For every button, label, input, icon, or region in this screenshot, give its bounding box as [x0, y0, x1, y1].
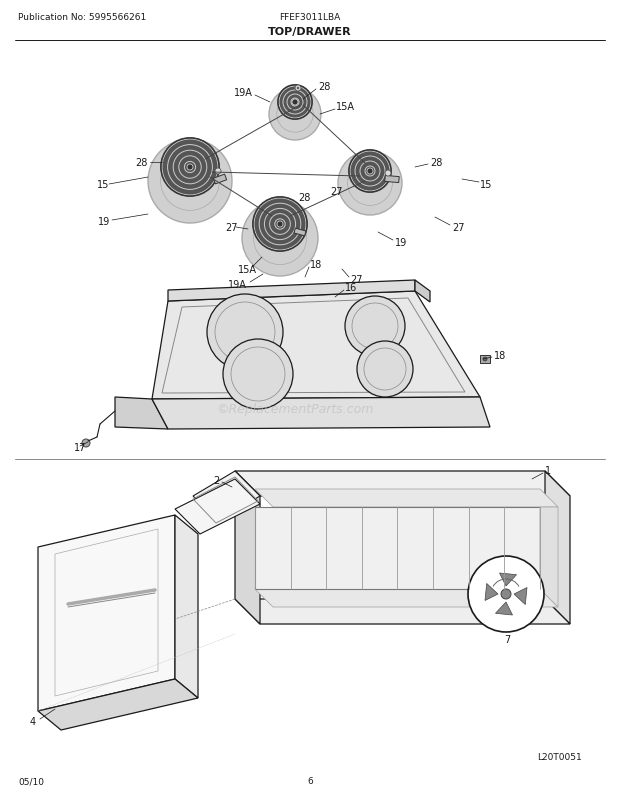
Polygon shape: [235, 472, 570, 496]
Text: 1: 1: [545, 465, 551, 476]
Polygon shape: [255, 489, 558, 508]
Text: 15: 15: [97, 180, 109, 190]
Text: Publication No: 5995566261: Publication No: 5995566261: [18, 14, 146, 22]
Circle shape: [501, 589, 511, 599]
Circle shape: [295, 86, 301, 92]
Circle shape: [277, 221, 283, 228]
Polygon shape: [296, 87, 299, 91]
Circle shape: [292, 100, 298, 106]
Text: 05/10: 05/10: [18, 776, 44, 785]
Polygon shape: [152, 398, 490, 429]
Text: 18: 18: [310, 260, 322, 269]
Text: 15A: 15A: [336, 102, 355, 111]
Circle shape: [160, 138, 220, 198]
Circle shape: [277, 85, 313, 121]
Text: 19A: 19A: [228, 280, 247, 290]
Polygon shape: [495, 602, 513, 615]
Circle shape: [207, 294, 283, 371]
Text: 18: 18: [494, 350, 507, 361]
Text: 6: 6: [307, 776, 313, 785]
Circle shape: [242, 200, 318, 277]
Circle shape: [367, 168, 373, 175]
Text: 27: 27: [225, 223, 237, 233]
Text: 28: 28: [135, 158, 148, 168]
Polygon shape: [545, 472, 570, 624]
Polygon shape: [485, 584, 498, 601]
Polygon shape: [235, 472, 260, 624]
Circle shape: [348, 150, 392, 194]
Polygon shape: [115, 398, 168, 429]
Circle shape: [468, 557, 544, 632]
Circle shape: [269, 89, 321, 141]
Polygon shape: [38, 679, 198, 730]
Text: 16: 16: [345, 282, 357, 293]
Text: 28: 28: [318, 82, 330, 92]
Text: 19A: 19A: [234, 88, 253, 98]
Text: FFEF3011LBA: FFEF3011LBA: [280, 14, 340, 22]
Polygon shape: [168, 281, 415, 302]
Text: 27: 27: [330, 187, 342, 196]
Circle shape: [82, 439, 90, 448]
Polygon shape: [255, 508, 540, 589]
Text: L20T0051: L20T0051: [538, 752, 582, 762]
Polygon shape: [514, 588, 527, 605]
Circle shape: [357, 342, 413, 398]
Polygon shape: [193, 472, 260, 521]
Text: 28: 28: [430, 158, 443, 168]
Text: 17: 17: [74, 443, 86, 452]
Polygon shape: [38, 516, 175, 711]
Circle shape: [252, 196, 308, 253]
Polygon shape: [540, 508, 558, 607]
Circle shape: [345, 297, 405, 357]
Text: 27: 27: [350, 274, 363, 285]
Polygon shape: [500, 573, 516, 586]
Polygon shape: [255, 589, 558, 607]
Polygon shape: [175, 516, 198, 698]
Text: ©ReplacementParts.com: ©ReplacementParts.com: [216, 403, 374, 416]
Polygon shape: [213, 175, 227, 184]
Circle shape: [297, 88, 299, 90]
Polygon shape: [415, 281, 430, 302]
Text: 2: 2: [213, 476, 219, 485]
Text: 15: 15: [480, 180, 492, 190]
Text: 27: 27: [452, 223, 464, 233]
Polygon shape: [385, 176, 399, 184]
Circle shape: [483, 358, 487, 362]
Text: 28: 28: [298, 192, 311, 203]
Polygon shape: [175, 480, 260, 534]
Polygon shape: [235, 599, 570, 624]
Text: TOP/DRAWER: TOP/DRAWER: [268, 27, 352, 37]
Circle shape: [215, 168, 221, 175]
Text: 19: 19: [395, 237, 407, 248]
Polygon shape: [294, 229, 306, 237]
Text: 7: 7: [504, 634, 510, 644]
Text: 4: 4: [30, 716, 36, 726]
Polygon shape: [152, 292, 480, 399]
Polygon shape: [480, 355, 490, 363]
Text: 15A: 15A: [238, 265, 257, 274]
Circle shape: [338, 152, 402, 216]
Circle shape: [187, 164, 193, 171]
Circle shape: [148, 140, 232, 224]
Circle shape: [223, 339, 293, 410]
Text: 19: 19: [98, 217, 110, 227]
Circle shape: [385, 171, 391, 176]
